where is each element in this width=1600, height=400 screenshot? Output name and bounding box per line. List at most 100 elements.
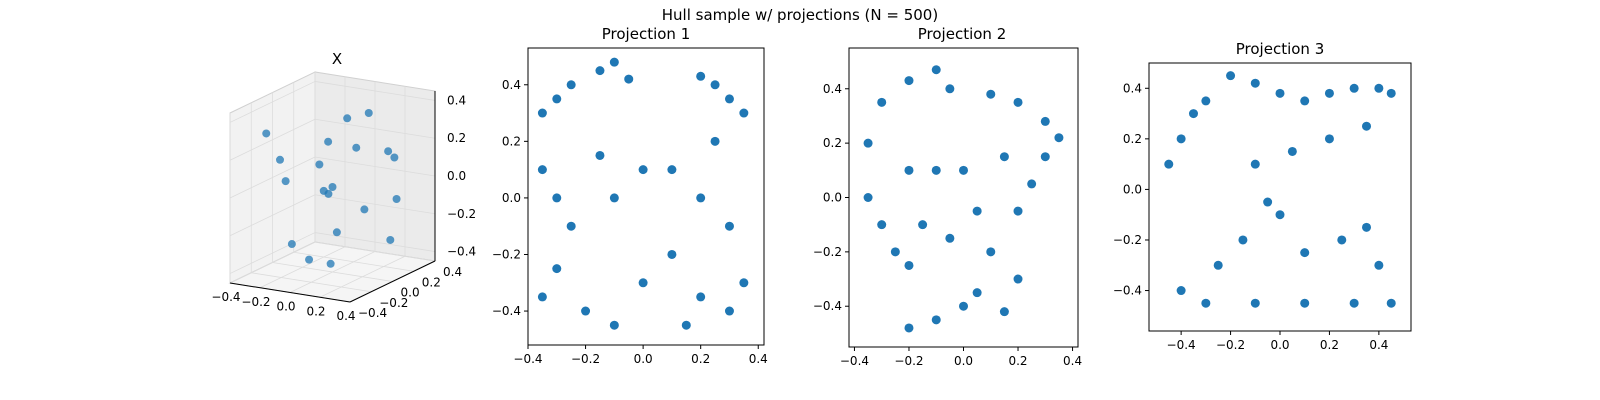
- x-tick-label: 0.0: [634, 352, 653, 366]
- scatter-point: [1013, 274, 1023, 284]
- panel-projection-3: Projection 3 −0.4 −0.2 0.0 0.2 0.4 −0.4 −0.2 0.…: [1113, 40, 1412, 352]
- x-tick-label: 0.4: [1063, 354, 1082, 368]
- scatter-point: [1287, 146, 1297, 156]
- scatter-point: [326, 259, 335, 268]
- scatter-point: [552, 264, 562, 274]
- scatter-point: [696, 193, 706, 203]
- scatter-point: [877, 97, 887, 107]
- scatter-point: [384, 147, 393, 156]
- grid-line: [314, 241, 436, 262]
- scatter-point: [724, 221, 734, 231]
- x-tick-label: −0.4: [840, 354, 869, 368]
- scatter-point: [1362, 222, 1372, 232]
- scatter-point: [1349, 83, 1359, 93]
- scatter-point: [1275, 210, 1285, 220]
- scatter-point: [1176, 286, 1186, 296]
- x-tick-label: −0.2: [241, 295, 270, 309]
- scatter-point: [710, 136, 720, 146]
- scatter-point: [566, 80, 576, 90]
- x-tick-label: 0.2: [691, 352, 710, 366]
- grid-line: [229, 118, 316, 161]
- scatter-point: [724, 306, 734, 316]
- scatter-point: [609, 193, 619, 203]
- grid-line: [251, 272, 372, 293]
- scatter-point: [739, 278, 749, 288]
- scatter-point: [315, 160, 324, 169]
- grid-line: [272, 262, 393, 282]
- scatter-point: [1188, 109, 1198, 119]
- scatter-point: [931, 65, 941, 75]
- scatter-point: [1362, 121, 1372, 131]
- scatter-point: [1349, 298, 1359, 308]
- scatter-point: [1386, 298, 1396, 308]
- scatter-point: [1337, 235, 1347, 245]
- y-tick-label: 0.0: [502, 191, 521, 205]
- scatter-point: [392, 195, 401, 204]
- scatter-point: [581, 306, 591, 316]
- panel-projection-2: Projection 2 −0.4 −0.2 0.0 0.2 0.4 −0.4 −0.2 0.…: [813, 25, 1082, 368]
- x-tick-label: 0.2: [306, 304, 325, 318]
- scatter-point: [332, 228, 341, 237]
- scatter-point: [1054, 133, 1064, 143]
- scatter-point: [1213, 260, 1223, 270]
- projection-1-title: Projection 1: [602, 25, 690, 43]
- scatter-point: [552, 193, 562, 203]
- scatter-point: [360, 205, 369, 214]
- scatter-point: [959, 301, 968, 311]
- scatter-point: [972, 288, 982, 298]
- scatter-point: [638, 165, 648, 175]
- scatter-point: [1176, 134, 1186, 144]
- scatter-point: [343, 114, 352, 123]
- grid-line: [229, 232, 316, 274]
- y-tick-label: 0.4: [1123, 81, 1142, 95]
- scatter-point: [595, 150, 605, 160]
- scatter-point: [609, 57, 619, 67]
- scatter-point: [1374, 260, 1384, 270]
- projection-3-frame: [1148, 62, 1412, 332]
- scatter-point: [1040, 152, 1050, 162]
- scatter-point: [904, 165, 914, 175]
- scatter-point: [863, 193, 873, 202]
- scatter-point: [904, 76, 914, 86]
- scatter-point: [1226, 71, 1236, 81]
- scatter-point: [986, 247, 996, 257]
- y-tick-label: −0.4: [358, 306, 387, 320]
- scatter-point: [1386, 88, 1396, 98]
- scatter-point: [1201, 298, 1211, 308]
- projection-3-points: [1164, 71, 1396, 308]
- grid-line: [229, 194, 316, 237]
- y-tick-label: −0.4: [492, 304, 521, 318]
- scatter-point: [904, 323, 914, 333]
- scatter-point: [1250, 78, 1260, 88]
- z-tick-label: 0.2: [447, 131, 466, 145]
- scatter-point: [537, 165, 547, 175]
- scatter-point: [904, 260, 914, 270]
- scatter-point: [537, 108, 547, 118]
- x-tick-label: −0.4: [1167, 338, 1196, 352]
- x-tick-label: 0.0: [276, 300, 295, 314]
- panel-3d-scatter: X −0.4 −0.2 0.0 0.2 0.4 −0.4−0.20.00.20.4−0.4…: [211, 50, 476, 323]
- grid-line: [314, 194, 436, 215]
- x-tick-label: 0.4: [1369, 338, 1388, 352]
- scatter-point: [1300, 298, 1310, 308]
- projection-2-ticks: −0.4 −0.2 0.0 0.2 0.4 −0.4 −0.2 0.0 0.2 0.4: [813, 82, 1082, 368]
- y-tick-label: −0.2: [813, 245, 842, 259]
- scatter-point: [352, 143, 361, 152]
- figure-suptitle: Hull sample w/ projections (N = 500): [662, 6, 938, 24]
- scatter-point: [999, 307, 1009, 317]
- scatter-point: [863, 138, 873, 148]
- scatter-point: [1250, 298, 1260, 308]
- y-tick-label: 0.0: [1123, 182, 1142, 196]
- scatter-point: [931, 315, 941, 325]
- scatter-point: [609, 320, 619, 330]
- projection-2-frame: [848, 47, 1079, 348]
- x-tick-label: 0.4: [336, 309, 355, 323]
- x-tick-label: −0.4: [513, 352, 542, 366]
- panel-projection-1: Projection 1 −0.4 −0.2 0.0 0.2 0.4 −0.4 −0.2 0.…: [492, 25, 768, 366]
- y-tick-label: 0.2: [1123, 132, 1142, 146]
- scatter-point: [1324, 134, 1334, 144]
- y-tick-label: 0.2: [823, 136, 842, 150]
- y-tick-label: 0.2: [422, 275, 441, 289]
- scatter-point: [1164, 159, 1174, 169]
- projection-1-points: [537, 57, 749, 330]
